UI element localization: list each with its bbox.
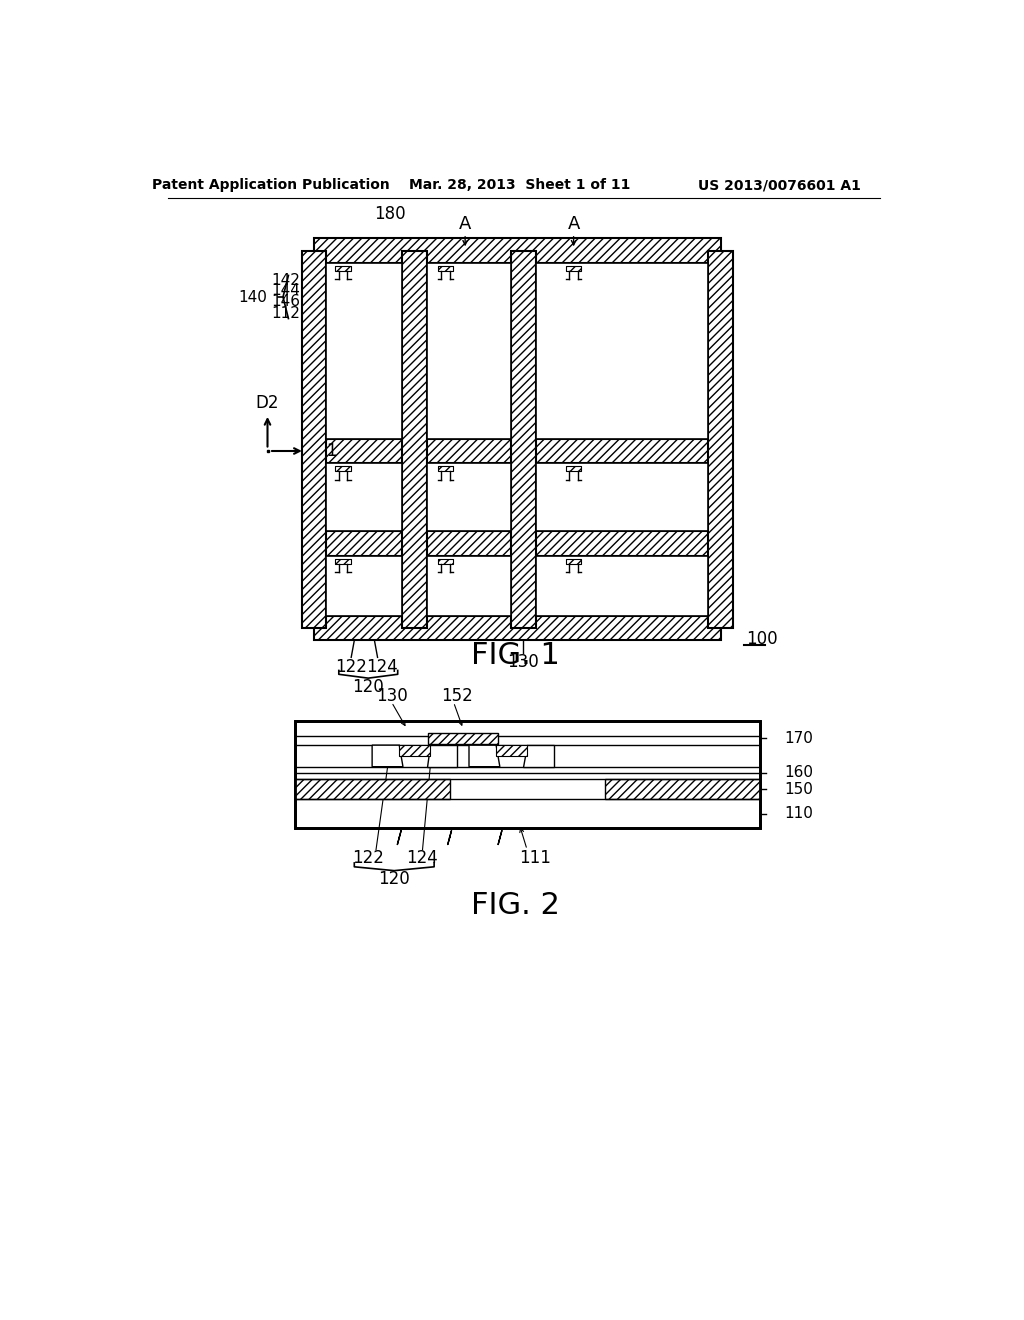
- Bar: [295, 779, 450, 799]
- Bar: [327, 463, 402, 531]
- Bar: [399, 744, 430, 756]
- Bar: [336, 558, 351, 564]
- Bar: [438, 466, 454, 471]
- Text: 146: 146: [271, 294, 300, 309]
- Bar: [709, 251, 733, 628]
- Text: 180: 180: [374, 205, 406, 223]
- Text: Patent Application Publication: Patent Application Publication: [153, 178, 390, 193]
- Text: FIG. 2: FIG. 2: [471, 891, 560, 920]
- Text: 130: 130: [376, 686, 408, 705]
- Text: FIG. 1: FIG. 1: [471, 640, 560, 669]
- Bar: [438, 267, 454, 271]
- Bar: [314, 438, 721, 463]
- Bar: [336, 466, 351, 471]
- Bar: [566, 466, 582, 471]
- Bar: [427, 463, 511, 531]
- Bar: [536, 556, 709, 615]
- Bar: [604, 779, 760, 799]
- Bar: [295, 779, 450, 799]
- Text: 142: 142: [271, 272, 300, 288]
- Text: 100: 100: [746, 630, 778, 648]
- Text: US 2013/0076601 A1: US 2013/0076601 A1: [697, 178, 860, 193]
- Bar: [327, 263, 402, 438]
- Bar: [566, 558, 582, 564]
- Text: 130: 130: [507, 653, 539, 671]
- Bar: [536, 263, 709, 438]
- Bar: [566, 267, 582, 271]
- Bar: [327, 556, 402, 615]
- Text: A: A: [567, 215, 580, 232]
- Polygon shape: [523, 744, 554, 767]
- Text: 120: 120: [378, 870, 410, 888]
- Text: 160: 160: [784, 766, 813, 780]
- Bar: [336, 267, 351, 271]
- Bar: [438, 267, 454, 271]
- Text: 120: 120: [352, 677, 384, 696]
- Text: 110: 110: [784, 807, 813, 821]
- Text: 124: 124: [367, 657, 398, 676]
- Bar: [566, 267, 582, 271]
- Bar: [314, 615, 721, 640]
- Bar: [566, 558, 582, 564]
- Text: 150: 150: [784, 781, 813, 796]
- Text: 122: 122: [352, 849, 384, 866]
- Bar: [438, 558, 454, 564]
- Text: 140: 140: [238, 289, 266, 305]
- Text: D2: D2: [256, 395, 280, 412]
- Bar: [428, 733, 498, 743]
- Text: 170: 170: [784, 731, 813, 746]
- Bar: [428, 733, 498, 743]
- Bar: [314, 239, 721, 263]
- Polygon shape: [427, 744, 458, 767]
- Bar: [438, 558, 454, 564]
- Bar: [427, 263, 511, 438]
- Bar: [709, 251, 733, 628]
- Text: Mar. 28, 2013  Sheet 1 of 11: Mar. 28, 2013 Sheet 1 of 11: [409, 178, 630, 193]
- Bar: [336, 558, 351, 564]
- Bar: [496, 744, 527, 756]
- Bar: [511, 251, 536, 628]
- Text: 122: 122: [335, 657, 368, 676]
- Bar: [511, 251, 536, 628]
- Bar: [314, 438, 721, 463]
- Text: 112: 112: [271, 306, 300, 322]
- Bar: [536, 463, 709, 531]
- Bar: [438, 466, 454, 471]
- Bar: [336, 466, 351, 471]
- Bar: [427, 556, 511, 615]
- Bar: [399, 744, 430, 756]
- Bar: [566, 466, 582, 471]
- Text: 111: 111: [519, 849, 551, 866]
- Text: A: A: [459, 215, 471, 232]
- Text: 124: 124: [407, 849, 438, 866]
- Bar: [402, 251, 427, 628]
- Text: D1: D1: [314, 442, 338, 459]
- Bar: [496, 744, 527, 756]
- Bar: [314, 239, 721, 263]
- Bar: [302, 251, 327, 628]
- Bar: [604, 779, 760, 799]
- Bar: [295, 721, 760, 829]
- Text: 152: 152: [441, 686, 473, 705]
- Polygon shape: [372, 744, 403, 767]
- Bar: [402, 251, 427, 628]
- Polygon shape: [469, 744, 500, 767]
- Bar: [314, 531, 721, 556]
- Bar: [314, 615, 721, 640]
- Bar: [336, 267, 351, 271]
- Bar: [302, 251, 327, 628]
- Text: 144: 144: [271, 284, 300, 298]
- Bar: [314, 531, 721, 556]
- Bar: [295, 721, 760, 829]
